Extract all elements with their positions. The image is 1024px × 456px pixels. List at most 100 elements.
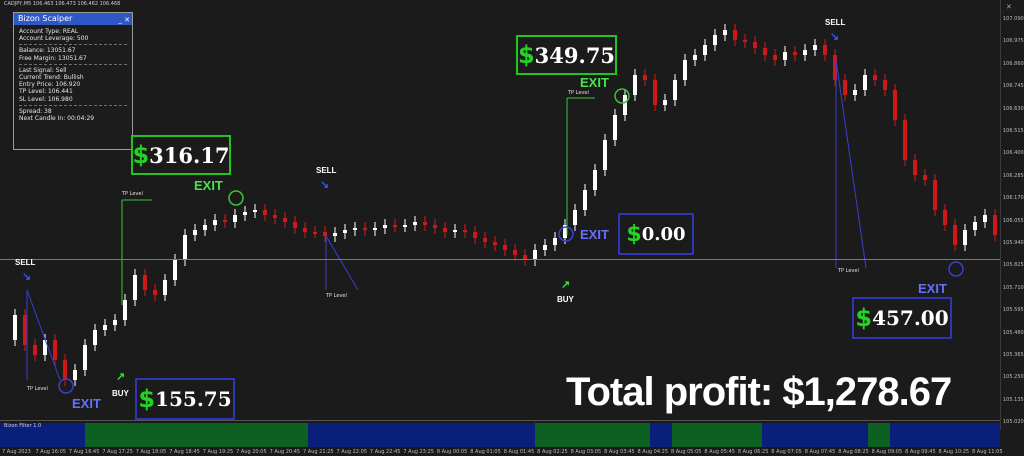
candle-body: [943, 210, 947, 225]
time-tick-label: 8 Aug 07:05: [771, 449, 802, 455]
candle-body: [373, 228, 377, 230]
price-tick-label: 105.365: [1003, 352, 1024, 358]
current-trend: Current Trend: Bullish: [19, 74, 84, 82]
candle-body: [173, 260, 177, 280]
time-tick-label: 7 Aug 23:25: [403, 449, 434, 455]
dollar-icon: $: [626, 221, 642, 247]
profit-amount: 457.00: [872, 306, 949, 330]
buy-signal-label: BUY: [557, 295, 574, 304]
candle-body: [343, 230, 347, 233]
price-tick-label: 106.515: [1003, 128, 1024, 134]
candle-body: [753, 42, 757, 48]
last-signal: Last Signal: Sell: [19, 66, 67, 74]
candlestick-series: [13, 24, 997, 394]
candle-body: [973, 222, 977, 230]
account-leverage: Account Leverage: 500: [19, 35, 89, 43]
price-tick-label: 105.710: [1003, 284, 1024, 291]
exit-circle-icon: [558, 226, 574, 242]
candle-body: [843, 80, 847, 95]
candle-body: [333, 233, 337, 236]
time-tick-label: 7 Aug 16:05: [35, 449, 66, 455]
close-icon[interactable]: ✕: [1006, 4, 1012, 11]
profit-box: $ 0.00: [618, 213, 694, 255]
panel-window-buttons[interactable]: _ ✕: [118, 16, 130, 24]
candle-body: [143, 275, 147, 290]
time-tick-label: 8 Aug 09:45: [905, 449, 936, 455]
time-tick-label: 8 Aug 10:25: [938, 449, 970, 455]
price-tick-label: 106.055: [1003, 217, 1024, 224]
candle-body: [783, 52, 787, 60]
candle-body: [413, 222, 417, 225]
candle-body: [763, 48, 767, 55]
panel-title[interactable]: Bizon Scalper _ ✕: [14, 13, 132, 25]
candle-body: [83, 345, 87, 370]
candle-body: [403, 225, 407, 227]
price-axis: [1000, 0, 1024, 430]
sell-arrow-icon: ↘: [22, 271, 32, 283]
time-tick-label: 8 Aug 09:05: [871, 449, 903, 455]
candle-body: [323, 232, 327, 236]
filter-label: Bizon Filter 1.0: [4, 423, 42, 429]
sl-line: [835, 59, 867, 269]
candle-body: [893, 90, 897, 120]
exit-label: EXIT: [580, 227, 609, 242]
entry-price: Entry Price: 106.920: [19, 81, 81, 89]
price-tick-label: 106.860: [1003, 60, 1024, 67]
price-tick-label: 107.090: [1003, 16, 1024, 22]
total-profit: Total profit: $1,278.67: [566, 370, 952, 414]
sl-line: [26, 289, 61, 381]
candle-body: [713, 35, 717, 45]
buy-arrow-icon: ↗: [561, 279, 571, 291]
tp-level-label: TP Level: [568, 90, 589, 96]
sell-signal-label: SELL: [15, 258, 36, 267]
time-tick-label: 8 Aug 03:05: [570, 449, 602, 455]
candle-body: [293, 222, 297, 228]
candle-body: [703, 45, 707, 55]
price-tick-label: 106.400: [1003, 150, 1024, 157]
candle-body: [513, 250, 517, 255]
candle-body: [203, 225, 207, 230]
bizon-scalper-panel[interactable]: Bizon Scalper _ ✕ Account Type: REAL Acc…: [13, 12, 133, 150]
time-tick-label: 7 Aug 22:45: [369, 449, 401, 455]
candle-body: [253, 210, 257, 212]
crosshair-line: [0, 259, 1000, 260]
time-tick-label: 8 Aug 07:45: [804, 449, 836, 455]
candle-body: [223, 220, 227, 222]
tp-level-label: TP Level: [326, 293, 347, 299]
candle-body: [823, 45, 827, 55]
candle-body: [533, 250, 537, 260]
candle-body: [33, 345, 37, 355]
time-tick-label: 7 Aug 18:45: [169, 449, 200, 455]
candle-body: [563, 225, 567, 238]
candle-body: [213, 220, 217, 225]
candle-body: [613, 115, 617, 140]
candle-body: [393, 225, 397, 227]
candle-body: [483, 238, 487, 242]
time-tick-label: 8 Aug 05:05: [670, 449, 702, 455]
bizon-filter-indicator[interactable]: Bizon Filter 1.0: [0, 420, 1000, 449]
buy-arrow-icon: ↗: [116, 371, 126, 383]
price-tick-label: 106.630: [1003, 105, 1024, 112]
candle-body: [643, 75, 647, 80]
filter-segment: [890, 423, 1000, 447]
candle-body: [673, 80, 677, 100]
candle-body: [423, 222, 427, 225]
candle-body: [463, 230, 467, 232]
tp-level-label: TP Level: [838, 268, 859, 274]
candle-body: [853, 90, 857, 95]
candle-body: [313, 232, 317, 234]
candle-body: [93, 330, 97, 345]
candle-body: [493, 242, 497, 245]
time-tick-label: 7 Aug 22:05: [336, 449, 368, 455]
time-tick-label: 8 Aug 02:25: [537, 449, 568, 455]
time-tick-label: 8 Aug 06:25: [737, 449, 769, 455]
price-tick-label: 105.480: [1003, 329, 1024, 336]
candle-body: [933, 180, 937, 210]
candle-body: [233, 215, 237, 222]
profit-amount: 349.75: [534, 42, 616, 68]
next-candle: Next Candle In: 00:04:29: [19, 115, 95, 123]
candle-body: [443, 228, 447, 232]
time-tick-label: 8 Aug 00:05: [436, 449, 468, 455]
sell-signal-label: SELL: [316, 166, 337, 175]
